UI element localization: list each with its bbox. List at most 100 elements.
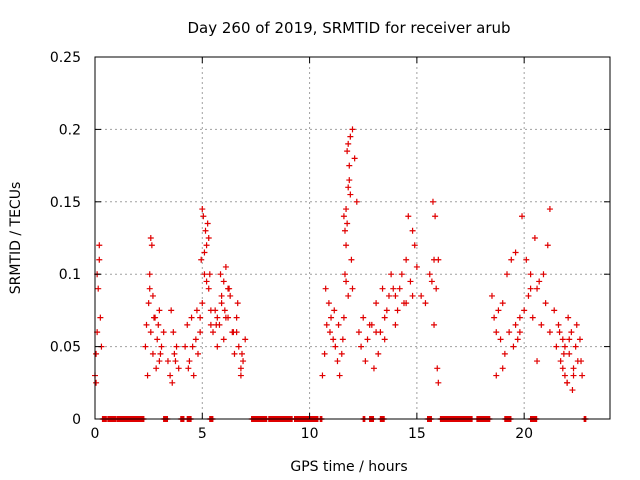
data-point bbox=[233, 314, 240, 321]
data-point bbox=[168, 307, 175, 314]
data-point bbox=[394, 307, 401, 314]
data-point bbox=[358, 343, 365, 350]
data-point bbox=[142, 343, 149, 350]
data-point bbox=[93, 379, 100, 386]
data-point bbox=[160, 329, 167, 336]
data-point bbox=[559, 365, 566, 372]
data-point bbox=[334, 358, 341, 365]
data-point bbox=[501, 350, 508, 357]
data-point bbox=[385, 292, 392, 299]
data-point bbox=[197, 329, 204, 336]
data-point bbox=[213, 321, 220, 328]
data-point bbox=[355, 329, 362, 336]
data-point bbox=[349, 126, 356, 133]
data-point bbox=[200, 213, 207, 220]
data-point bbox=[226, 285, 233, 292]
data-point bbox=[199, 300, 206, 307]
data-point bbox=[233, 329, 240, 336]
data-point bbox=[343, 242, 350, 249]
data-point bbox=[561, 372, 568, 379]
data-point bbox=[504, 271, 510, 278]
data-point bbox=[525, 292, 532, 299]
data-point bbox=[560, 350, 567, 357]
data-point bbox=[172, 358, 179, 365]
data-point bbox=[347, 133, 354, 140]
data-point bbox=[566, 336, 573, 343]
data-point bbox=[341, 227, 348, 234]
data-point bbox=[210, 329, 217, 336]
data-point bbox=[428, 278, 435, 285]
data-point bbox=[192, 336, 199, 343]
data-point bbox=[531, 235, 538, 241]
data-point bbox=[182, 343, 189, 350]
data-point bbox=[362, 358, 369, 365]
x-tick-label: 15 bbox=[408, 426, 426, 442]
data-point bbox=[149, 350, 156, 357]
chart-title: Day 260 of 2019, SRMTID for receiver aru… bbox=[187, 19, 510, 37]
data-point bbox=[347, 191, 354, 198]
data-point bbox=[390, 285, 397, 292]
data-point bbox=[156, 307, 163, 314]
data-point bbox=[573, 321, 580, 328]
data-point bbox=[570, 372, 577, 379]
data-point bbox=[366, 321, 373, 328]
data-point bbox=[330, 336, 337, 343]
data-point bbox=[199, 206, 206, 213]
data-point bbox=[565, 314, 572, 321]
data-point bbox=[149, 292, 156, 299]
data-point bbox=[193, 307, 200, 314]
data-point bbox=[411, 242, 418, 249]
data-point bbox=[188, 314, 195, 321]
axes: 0 5 10 15 20 0 0.05 0.1 0.15 0.2 0.25 bbox=[50, 50, 610, 442]
data-point bbox=[381, 314, 388, 321]
y-tick-label: 0.1 bbox=[59, 267, 81, 283]
data-point bbox=[433, 285, 440, 292]
data-point bbox=[340, 213, 347, 220]
data-point bbox=[349, 285, 356, 292]
data-point bbox=[360, 314, 367, 321]
data-point bbox=[512, 249, 519, 256]
data-point bbox=[336, 372, 343, 379]
data-point bbox=[570, 365, 577, 372]
data-point bbox=[413, 263, 420, 270]
data-point bbox=[396, 285, 403, 292]
data-point bbox=[544, 242, 551, 249]
data-point bbox=[322, 285, 329, 292]
data-point bbox=[506, 329, 513, 336]
data-point bbox=[147, 235, 154, 241]
data-point bbox=[422, 300, 429, 307]
data-point bbox=[345, 140, 352, 147]
data-point bbox=[551, 307, 558, 314]
data-point bbox=[220, 278, 227, 285]
data-point bbox=[578, 358, 585, 365]
data-point bbox=[325, 300, 332, 307]
data-point bbox=[218, 300, 225, 307]
data-point bbox=[175, 365, 182, 372]
data-point bbox=[205, 285, 212, 292]
data-point bbox=[538, 321, 545, 328]
data-point bbox=[97, 314, 104, 321]
data-point bbox=[529, 314, 536, 321]
y-tick-label: 0.2 bbox=[59, 122, 81, 138]
data-point bbox=[351, 155, 358, 162]
data-point bbox=[218, 292, 225, 299]
data-point bbox=[512, 321, 519, 328]
data-point bbox=[568, 329, 575, 336]
data-point bbox=[338, 350, 345, 357]
data-point bbox=[195, 350, 201, 357]
data-point bbox=[144, 372, 151, 379]
data-point bbox=[332, 343, 339, 350]
data-point bbox=[536, 278, 543, 285]
data-point bbox=[559, 336, 566, 343]
data-point bbox=[546, 329, 553, 336]
data-point bbox=[186, 358, 193, 365]
data-point bbox=[499, 365, 506, 372]
y-tick-label: 0.05 bbox=[50, 340, 81, 356]
data-point bbox=[207, 321, 214, 328]
data-point bbox=[556, 329, 563, 336]
data-point bbox=[572, 343, 579, 350]
data-point bbox=[155, 321, 162, 328]
data-point bbox=[340, 314, 347, 321]
data-point bbox=[381, 336, 388, 343]
data-point bbox=[221, 307, 228, 314]
